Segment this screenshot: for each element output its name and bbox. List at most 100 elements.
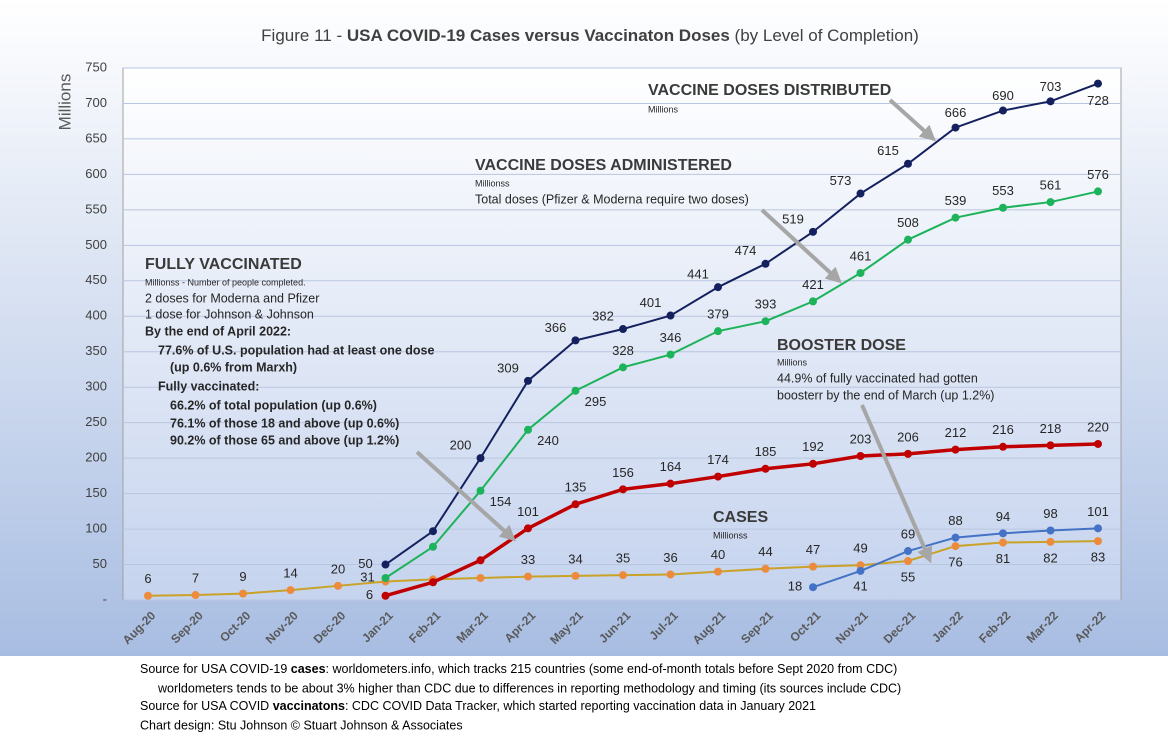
data-point [1094, 524, 1102, 533]
footer: Source for USA COVID-19 cases: worldomet… [140, 662, 901, 732]
data-point [951, 533, 960, 542]
data-point [856, 561, 865, 570]
annotation-text: Millionss [713, 530, 748, 540]
annotation-title: CASES [713, 509, 768, 526]
annotation-text: 77.6% of U.S. population had at least on… [158, 343, 434, 357]
annotation-text: 90.2% of those 65 and above (up 1.2%) [170, 433, 399, 447]
data-label: 7 [192, 570, 199, 585]
y-tick-label: 200 [85, 450, 107, 465]
data-point [571, 571, 580, 580]
data-label: 295 [585, 394, 607, 409]
annotation-text: 66.2% of total population (up 0.6%) [170, 398, 377, 412]
data-label: 728 [1087, 93, 1109, 108]
y-tick-label: 400 [85, 308, 107, 323]
data-label: 35 [616, 551, 630, 566]
y-tick-label: 250 [85, 414, 107, 429]
data-label: 40 [711, 547, 725, 562]
annotation-text: Fully vaccinated: [158, 379, 259, 393]
data-label: 6 [366, 587, 373, 602]
data-point [809, 562, 817, 571]
data-point [286, 586, 295, 595]
annotation-text: Millionss [475, 178, 510, 188]
data-point [619, 363, 627, 372]
data-label: 185 [755, 444, 777, 459]
y-tick-label: 700 [85, 95, 107, 110]
data-point [761, 259, 770, 268]
data-label: 34 [568, 551, 582, 566]
data-point [524, 572, 532, 581]
data-label: 240 [537, 433, 559, 448]
data-point [144, 591, 152, 600]
y-tick-label: 450 [85, 272, 107, 287]
y-tick-label: 100 [85, 521, 107, 536]
data-label: 703 [1040, 79, 1062, 94]
data-point [1046, 97, 1055, 106]
arrow [860, 404, 933, 564]
data-point [951, 542, 960, 551]
data-label: 220 [1087, 419, 1109, 434]
data-label: 49 [853, 541, 867, 556]
data-point [619, 485, 627, 494]
data-label: 101 [1087, 504, 1109, 519]
data-label: 309 [497, 360, 519, 375]
y-axis-label: Millions [55, 74, 74, 131]
annotation-text: 76.1% of those 18 and above (up 0.6%) [170, 416, 399, 430]
data-label: 164 [660, 459, 682, 474]
data-point [666, 311, 675, 320]
data-label: 6 [144, 571, 151, 586]
data-label: 393 [755, 297, 777, 312]
data-point [809, 297, 817, 306]
data-point [1046, 526, 1055, 535]
data-label: 174 [707, 452, 729, 467]
annotation-text: Total doses (Pfizer & Moderna require tw… [475, 192, 749, 206]
data-point [714, 283, 722, 292]
data-point [999, 538, 1007, 547]
series-line [384, 82, 1099, 566]
data-point [809, 583, 817, 592]
y-tick-label: 350 [85, 343, 107, 358]
data-point [856, 452, 865, 461]
data-point [476, 486, 485, 495]
data-label: 573 [830, 173, 852, 188]
data-point [761, 317, 770, 326]
data-point [476, 454, 485, 463]
data-label: 576 [1087, 167, 1109, 182]
data-label: 33 [521, 552, 535, 567]
data-label: 690 [992, 88, 1014, 103]
annotations: VACCINE DOSES DISTRIBUTED Millions VACCI… [145, 82, 994, 564]
data-point [524, 524, 532, 533]
y-tick-label: 750 [85, 59, 107, 74]
plot-area [122, 67, 1122, 601]
data-label: 31 [360, 569, 374, 584]
data-point [1094, 439, 1102, 448]
data-point [1046, 441, 1055, 450]
data-label: 83 [1091, 550, 1105, 565]
data-label: 101 [517, 504, 539, 519]
data-point [856, 268, 865, 277]
data-point [809, 227, 817, 236]
data-point [334, 581, 342, 590]
annotation-title: FULLY VACCINATED [145, 256, 302, 273]
data-label: 212 [945, 425, 967, 440]
data-point [191, 591, 200, 600]
data-label: 82 [1043, 550, 1057, 565]
data-point [951, 123, 960, 132]
data-point [1094, 537, 1102, 546]
y-tick-label: 500 [85, 237, 107, 252]
data-point [999, 442, 1007, 451]
data-label: 44 [758, 544, 772, 559]
data-point [761, 464, 770, 473]
footer-line: Source for USA COVID vaccinatons: CDC CO… [140, 699, 816, 713]
data-point [809, 459, 817, 468]
data-point [381, 574, 390, 583]
data-label: 81 [996, 551, 1010, 566]
y-tick-label: 600 [85, 166, 107, 181]
annotation-text: Millions [777, 357, 808, 367]
data-point [999, 203, 1007, 212]
data-point [239, 589, 247, 598]
annotation-text: Millions [648, 104, 679, 114]
data-label: 200 [450, 438, 472, 453]
data-point [429, 542, 437, 551]
data-point [666, 350, 675, 359]
